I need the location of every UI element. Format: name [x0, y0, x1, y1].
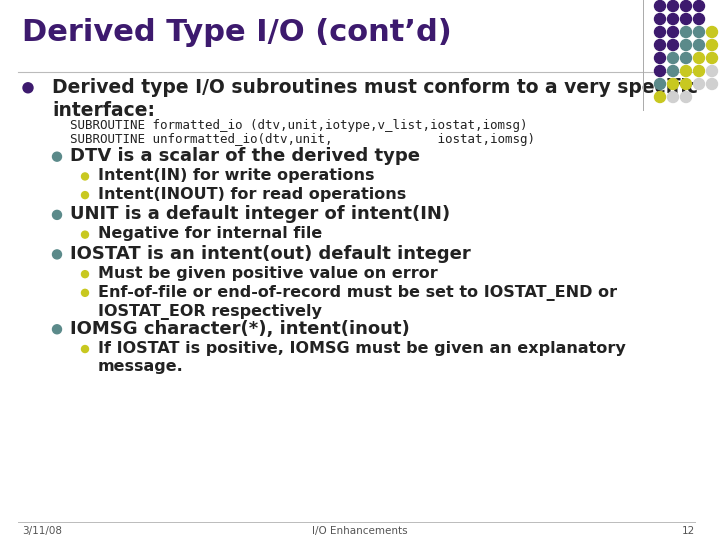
- Circle shape: [23, 83, 33, 93]
- Text: DTV is a scalar of the derived type: DTV is a scalar of the derived type: [70, 147, 420, 165]
- Circle shape: [81, 289, 89, 296]
- Circle shape: [81, 346, 89, 353]
- Circle shape: [53, 211, 61, 219]
- Circle shape: [680, 78, 691, 90]
- Circle shape: [667, 65, 678, 77]
- Circle shape: [680, 39, 691, 51]
- Circle shape: [680, 52, 691, 64]
- Circle shape: [693, 65, 704, 77]
- Circle shape: [680, 65, 691, 77]
- Circle shape: [53, 152, 61, 161]
- Text: SUBROUTINE formatted_io (dtv,unit,iotype,v_list,iostat,iomsg): SUBROUTINE formatted_io (dtv,unit,iotype…: [70, 119, 528, 132]
- Circle shape: [654, 26, 665, 37]
- Text: Derived type I/O subroutines must conform to a very specific
interface:: Derived type I/O subroutines must confor…: [52, 78, 698, 120]
- Circle shape: [81, 173, 89, 180]
- Circle shape: [654, 91, 665, 103]
- Circle shape: [693, 52, 704, 64]
- Text: Intent(INOUT) for read operations: Intent(INOUT) for read operations: [98, 187, 406, 202]
- Circle shape: [680, 26, 691, 37]
- Circle shape: [706, 52, 718, 64]
- Text: IOMSG character(*), intent(inout): IOMSG character(*), intent(inout): [70, 320, 410, 338]
- Text: Intent(IN) for write operations: Intent(IN) for write operations: [98, 168, 374, 183]
- Circle shape: [667, 26, 678, 37]
- Circle shape: [706, 78, 718, 90]
- Circle shape: [53, 325, 61, 334]
- Circle shape: [81, 192, 89, 199]
- Text: Must be given positive value on error: Must be given positive value on error: [98, 266, 438, 281]
- Circle shape: [706, 26, 718, 37]
- Circle shape: [680, 1, 691, 11]
- Circle shape: [667, 52, 678, 64]
- Text: 3/11/08: 3/11/08: [22, 526, 62, 536]
- Circle shape: [654, 52, 665, 64]
- Circle shape: [654, 1, 665, 11]
- Text: SUBROUTINE unformatted_io(dtv,unit,              iostat,iomsg): SUBROUTINE unformatted_io(dtv,unit, iost…: [70, 133, 535, 146]
- Text: UNIT is a default integer of intent(IN): UNIT is a default integer of intent(IN): [70, 205, 450, 224]
- Text: 12: 12: [682, 526, 695, 536]
- Circle shape: [667, 1, 678, 11]
- Circle shape: [81, 231, 89, 238]
- Circle shape: [667, 78, 678, 90]
- Text: IOSTAT is an intent(out) default integer: IOSTAT is an intent(out) default integer: [70, 245, 471, 263]
- Circle shape: [667, 14, 678, 24]
- Circle shape: [654, 78, 665, 90]
- Circle shape: [53, 250, 61, 259]
- Circle shape: [667, 39, 678, 51]
- Text: Enf-of-file or end-of-record must be set to IOSTAT_END or
IOSTAT_EOR respectivel: Enf-of-file or end-of-record must be set…: [98, 285, 617, 320]
- Circle shape: [81, 271, 89, 278]
- Circle shape: [693, 26, 704, 37]
- Circle shape: [680, 91, 691, 103]
- Circle shape: [706, 39, 718, 51]
- Text: If IOSTAT is positive, IOMSG must be given an explanatory
message.: If IOSTAT is positive, IOMSG must be giv…: [98, 341, 626, 374]
- Circle shape: [667, 91, 678, 103]
- Text: I/O Enhancements: I/O Enhancements: [312, 526, 408, 536]
- Text: Derived Type I/O (cont’d): Derived Type I/O (cont’d): [22, 18, 451, 47]
- Circle shape: [706, 65, 718, 77]
- Circle shape: [693, 1, 704, 11]
- Circle shape: [654, 39, 665, 51]
- Circle shape: [654, 65, 665, 77]
- Circle shape: [693, 14, 704, 24]
- Circle shape: [680, 14, 691, 24]
- Circle shape: [693, 39, 704, 51]
- Circle shape: [654, 14, 665, 24]
- Text: Negative for internal file: Negative for internal file: [98, 226, 323, 241]
- Circle shape: [693, 78, 704, 90]
